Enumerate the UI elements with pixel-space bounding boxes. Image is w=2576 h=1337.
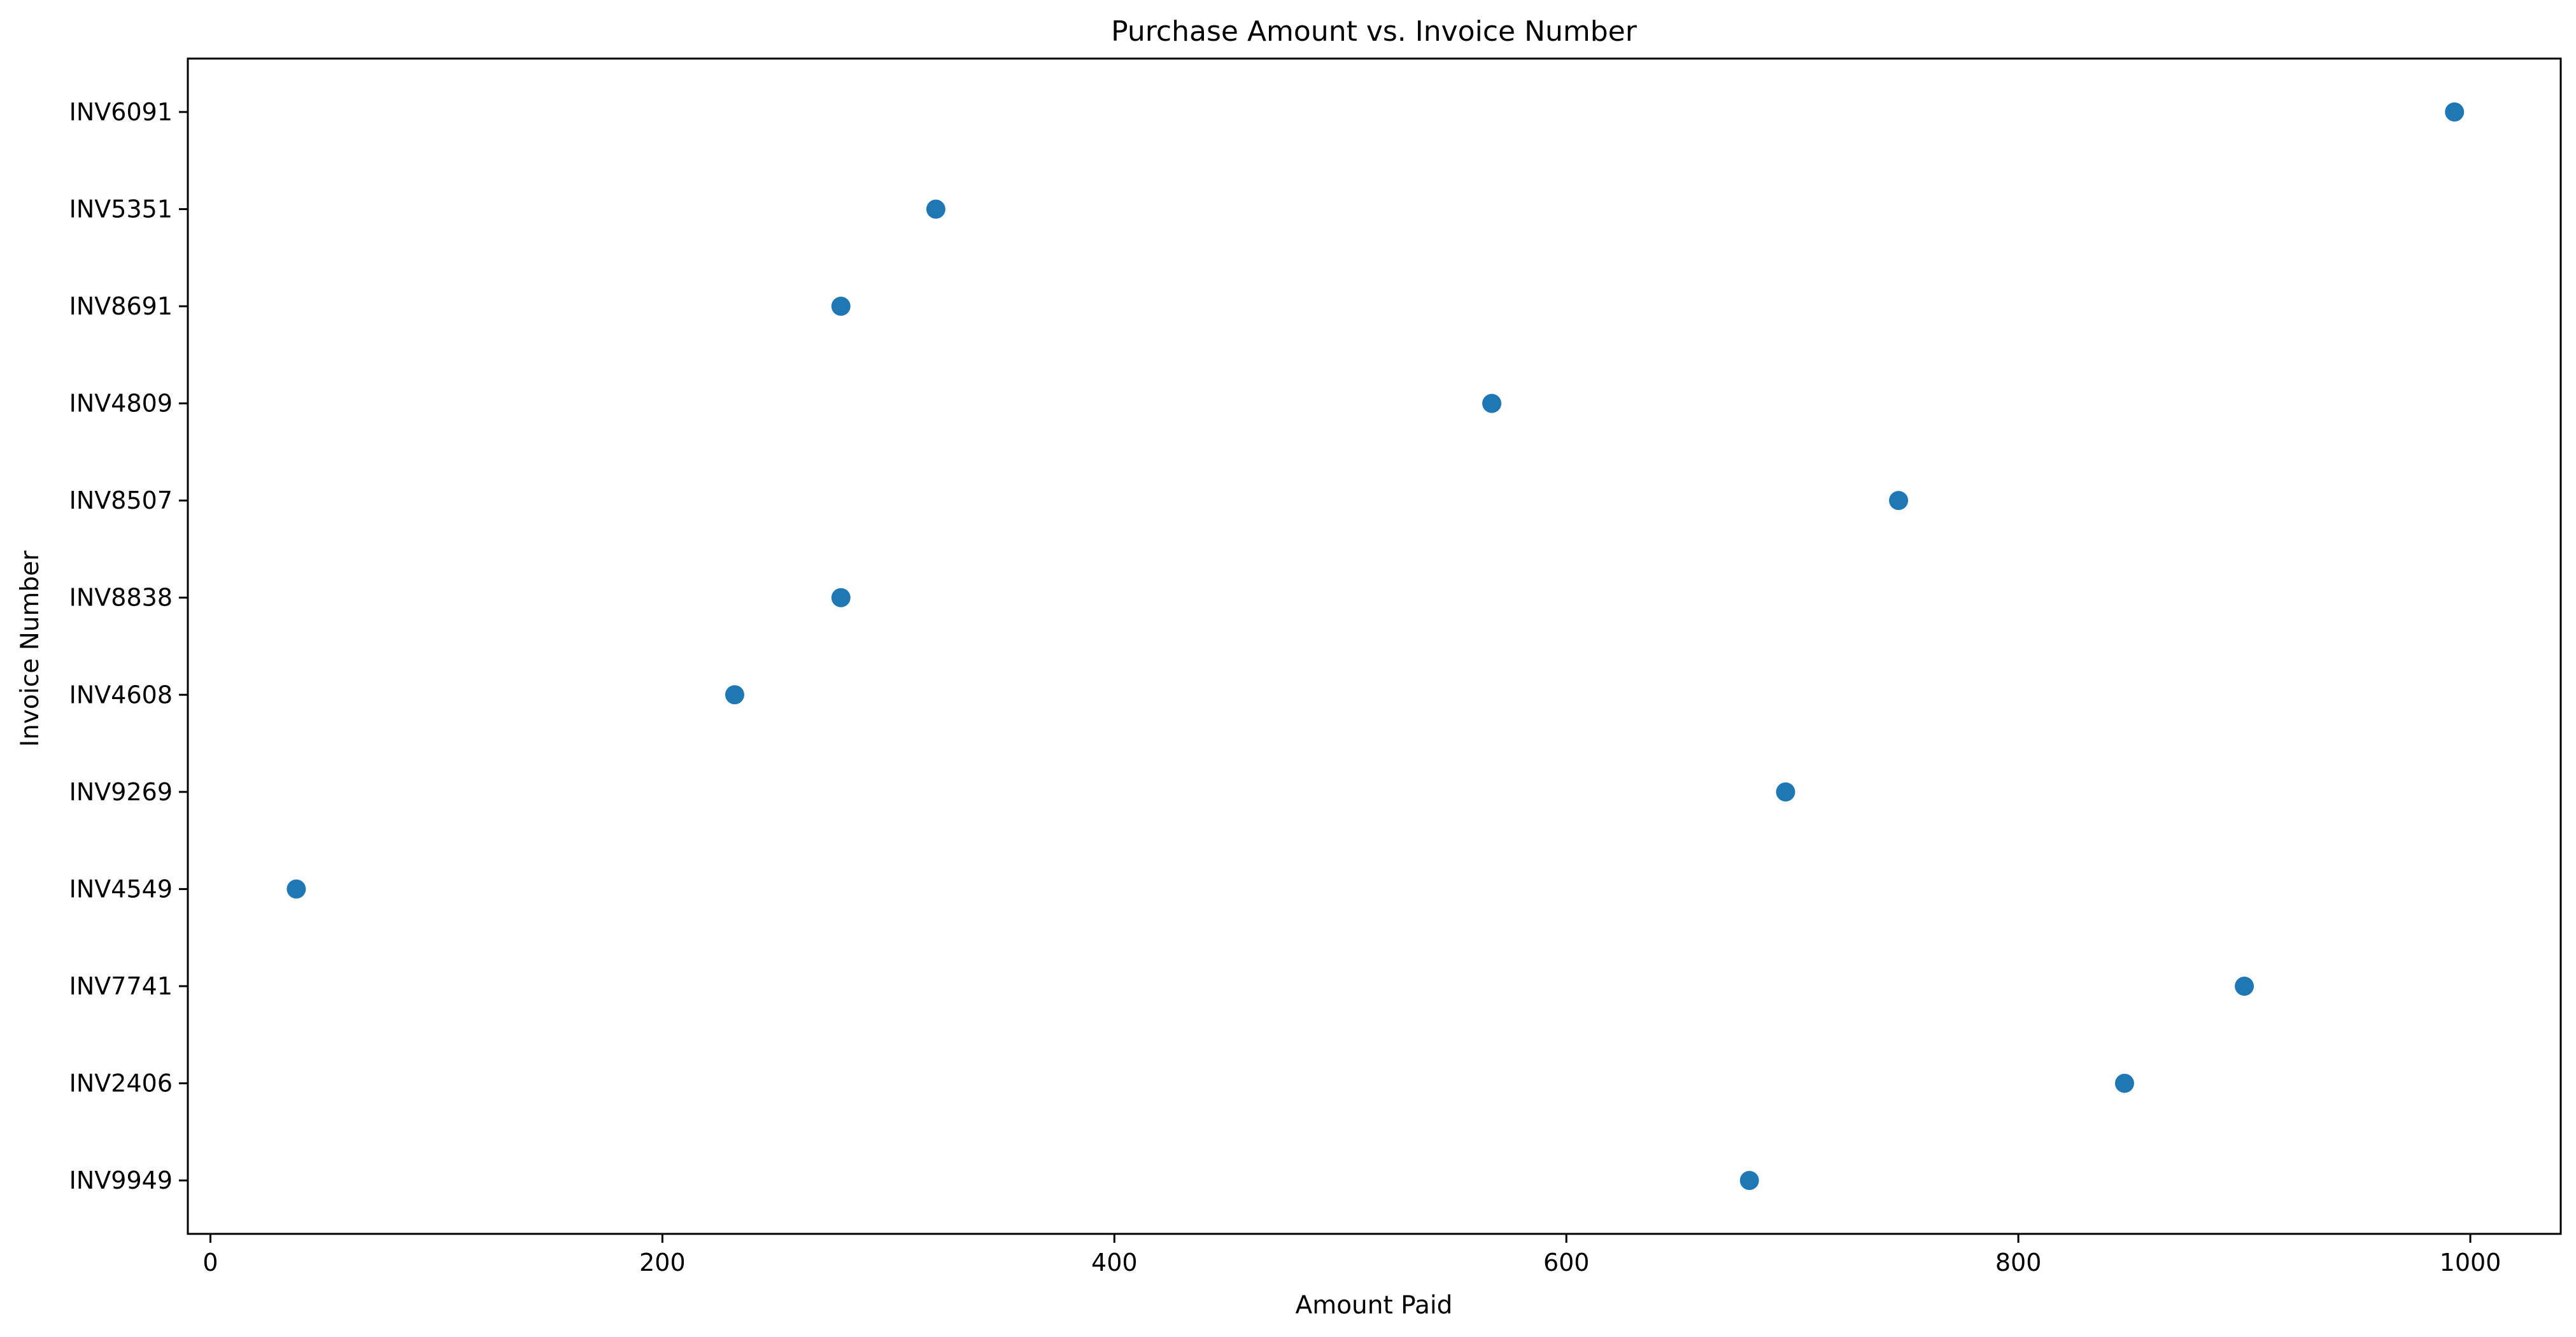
y-tick-label: INV8838 — [69, 584, 173, 612]
y-tick-label: INV7741 — [69, 972, 173, 1000]
data-point — [1888, 491, 1908, 511]
data-point — [1776, 782, 1795, 802]
x-axis-label: Amount Paid — [1296, 1291, 1453, 1320]
plot-frame — [187, 57, 2562, 1235]
data-point — [2445, 102, 2465, 122]
y-tick-label: INV4809 — [69, 390, 173, 418]
data-points — [287, 102, 2465, 1191]
x-tick-label: 200 — [639, 1249, 686, 1277]
data-point — [2114, 1073, 2134, 1093]
chart-title: Purchase Amount vs. Invoice Number — [1111, 15, 1638, 48]
x-tick-label: 800 — [1995, 1249, 2042, 1277]
data-point — [1739, 1171, 1759, 1191]
data-point — [1482, 393, 1502, 413]
data-point — [831, 297, 851, 316]
y-tick-label: INV4608 — [69, 681, 173, 709]
y-tick-label: INV8691 — [69, 292, 173, 320]
data-point — [2235, 976, 2254, 996]
y-tick-label: INV9269 — [69, 778, 173, 806]
data-point — [725, 685, 744, 705]
y-tick-label: INV9949 — [69, 1166, 173, 1194]
y-axis-ticks: INV9949 INV2406 INV7741 INV4549 INV9269 INV46… — [69, 98, 188, 1194]
data-point — [926, 199, 945, 219]
y-axis-label: Invoice Number — [16, 550, 45, 747]
y-tick-label: INV5351 — [69, 195, 173, 223]
x-tick-label: 0 — [202, 1249, 218, 1277]
data-point — [287, 879, 306, 899]
y-tick-label: INV8507 — [69, 486, 173, 514]
y-tick-label: INV2406 — [69, 1070, 173, 1098]
x-tick-label: 1000 — [2440, 1249, 2502, 1277]
x-tick-label: 400 — [1091, 1249, 1138, 1277]
x-tick-label: 600 — [1543, 1249, 1590, 1277]
y-tick-label: INV4549 — [69, 875, 173, 903]
data-point — [831, 588, 851, 607]
y-tick-label: INV6091 — [69, 98, 173, 126]
x-axis-ticks: 0 200 400 600 800 1000 — [202, 1234, 2501, 1277]
